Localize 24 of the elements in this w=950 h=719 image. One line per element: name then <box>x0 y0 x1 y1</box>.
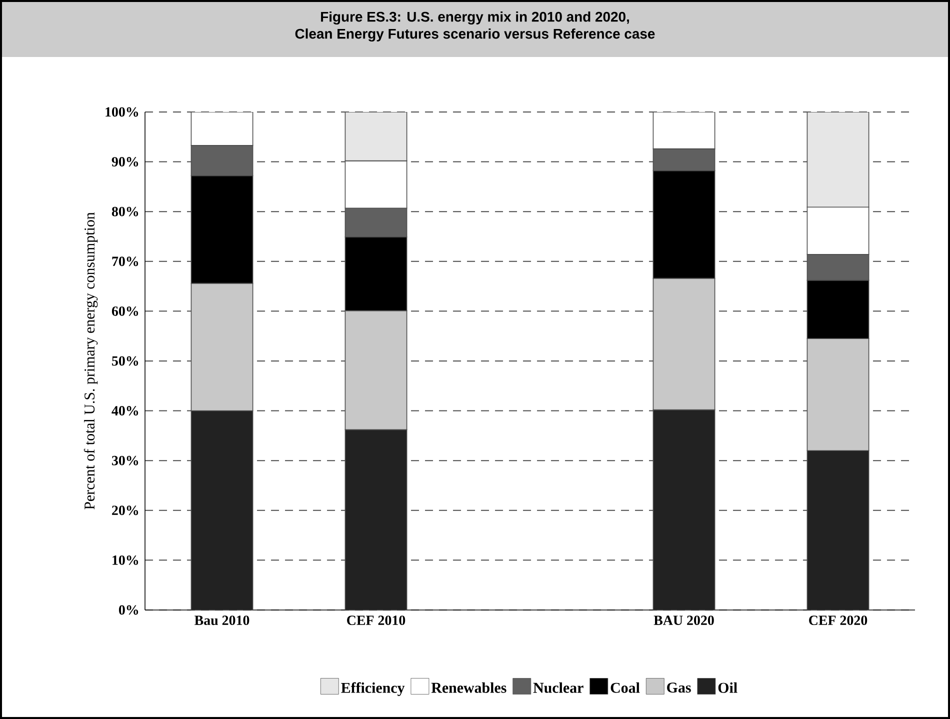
y-tick-label: 20% <box>112 506 138 516</box>
y-tick-label: 90% <box>112 157 138 167</box>
x-tick-label: CEF 2010 <box>347 616 406 626</box>
legend-label: Efficiency <box>341 682 405 696</box>
y-tick-label: 70% <box>112 256 138 266</box>
legend-label: Oil <box>718 682 738 693</box>
y-tick-label: 0% <box>118 605 138 615</box>
y-tick-label: 50% <box>112 356 138 366</box>
legend-label: Coal <box>610 682 640 693</box>
legend-label: Nuclear <box>533 682 584 693</box>
legend-label: Gas <box>667 682 691 693</box>
y-tick-label: 30% <box>112 456 138 466</box>
y-axis-title: Percent of total U.S. primary energy consumption <box>84 212 98 510</box>
y-tick-label: 60% <box>112 306 138 316</box>
legend-label: Renewables <box>431 682 506 693</box>
x-tick-label: BAU 2020 <box>654 616 714 626</box>
x-tick-label: Bau 2010 <box>194 616 250 626</box>
y-tick-label: 10% <box>112 555 138 565</box>
chart-title: Figure ES.3: U.S. energy mix in 2010 and 2020, <box>321 11 629 25</box>
y-tick-label: 100% <box>106 107 138 117</box>
chart-subtitle: Clean Energy Futures scenario versus Reference case <box>295 28 655 42</box>
y-tick-label: 80% <box>112 206 138 216</box>
x-tick-label: CEF 2020 <box>809 616 868 626</box>
y-tick-label: 40% <box>112 406 138 416</box>
